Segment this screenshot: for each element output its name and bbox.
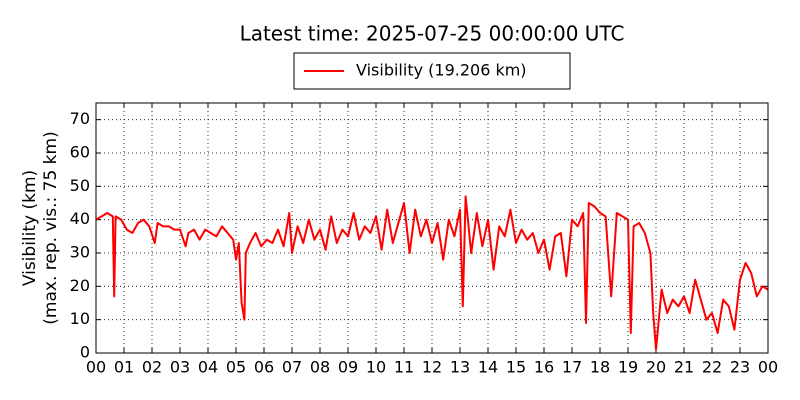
x-tick-label: 10: [366, 358, 386, 377]
y-tick-label: 50: [70, 176, 90, 195]
x-tick-label: 03: [170, 358, 190, 377]
y-axis-label: Visibility (km): [20, 170, 40, 286]
y-axis-label: (max. rep. vis.: 75 km): [41, 131, 61, 324]
y-tick-label: 40: [70, 209, 90, 228]
x-tick-label: 17: [562, 358, 582, 377]
x-tick-label: 11: [394, 358, 414, 377]
x-tick-label: 01: [114, 358, 134, 377]
x-tick-label: 02: [142, 358, 162, 377]
x-tick-label: 19: [618, 358, 638, 377]
x-tick-label: 12: [422, 358, 442, 377]
chart-title: Latest time: 2025-07-25 00:00:00 UTC: [240, 22, 625, 46]
x-tick-label: 16: [534, 358, 554, 377]
x-tick-label: 21: [674, 358, 694, 377]
x-tick-label: 09: [338, 358, 358, 377]
y-tick-label: 0: [80, 343, 90, 362]
x-tick-label: 08: [310, 358, 330, 377]
y-tick-label: 20: [70, 276, 90, 295]
y-tick-label: 30: [70, 243, 90, 262]
x-tick-label: 07: [282, 358, 302, 377]
data-line: [95, 195, 769, 351]
x-tick-label: 13: [450, 358, 470, 377]
x-tick-label: 15: [506, 358, 526, 377]
y-tick-label: 60: [70, 143, 90, 162]
x-tick-label: 22: [702, 358, 722, 377]
x-tick-label: 06: [254, 358, 274, 377]
x-tick-label: 23: [730, 358, 750, 377]
x-tick-label: 00: [86, 358, 106, 377]
x-tick-label: 14: [478, 358, 498, 377]
x-tick-label: 20: [646, 358, 666, 377]
x-tick-label: 04: [198, 358, 218, 377]
legend-label: Visibility (19.206 km): [356, 61, 527, 80]
x-tick-label: 18: [590, 358, 610, 377]
y-tick-label: 10: [70, 309, 90, 328]
y-tick-label: 70: [70, 109, 90, 128]
plot-frame: [95, 102, 769, 354]
x-tick-label: 05: [226, 358, 246, 377]
x-tick-label: 00: [758, 358, 778, 377]
